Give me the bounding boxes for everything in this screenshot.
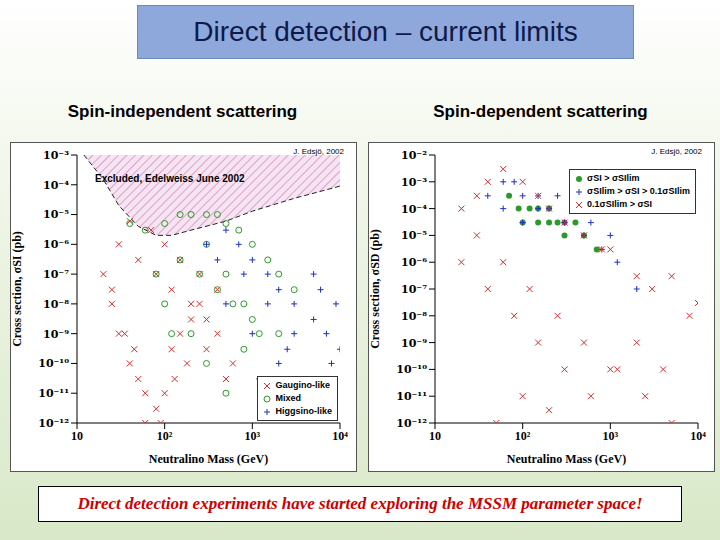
svg-text:10²: 10² [157,429,173,443]
html-text:Spin-independent scattering: Spin-independent scattering [67,102,298,121]
html-text:J. Edsjö, 2002: J. Edsjö, 2002 [651,147,702,156]
html-text:0.1σSIlim > σSI: 0.1σSIlim > σSI [587,199,653,209]
svg-text:10²: 10² [515,429,531,443]
svg-text:10⁻⁶: 10⁻⁶ [43,238,69,251]
svg-text:10³: 10³ [603,429,619,443]
svg-text:10⁻¹²: 10⁻¹² [38,417,69,430]
html-text:Higgsino-like: Higgsino-like [275,406,332,416]
svg-text:10⁻¹¹: 10⁻¹¹ [396,390,427,403]
svg-text:10⁻²: 10⁻² [401,149,427,162]
html-text:Direct detection experiments h: Direct detection experiments have starte… [77,494,643,513]
html-text:σSIlim > σSI > 0.1σSIlim: σSIlim > σSI > 0.1σSIlim [587,186,690,196]
svg-text:10⁻⁹: 10⁻⁹ [401,337,427,350]
svg-text:10⁻¹¹: 10⁻¹¹ [38,387,69,400]
svg-text:10⁻³: 10⁻³ [43,149,69,162]
svg-text:10⁻⁶: 10⁻⁶ [401,256,427,269]
svg-text:10⁻¹⁰: 10⁻¹⁰ [38,357,69,370]
html-text:Gaugino-like: Gaugino-like [275,380,330,390]
svg-text:10⁴: 10⁴ [332,429,348,443]
svg-text:10⁴: 10⁴ [690,429,706,443]
svg-text:10⁻¹⁰: 10⁻¹⁰ [396,363,427,376]
svg-text:Neutralino Mass (GeV): Neutralino Mass (GeV) [149,452,268,466]
svg-text:10⁻⁸: 10⁻⁸ [43,298,69,311]
svg-text:10⁻⁴: 10⁻⁴ [401,203,427,216]
html-text:J. Edsjö, 2002: J. Edsjö, 2002 [293,147,344,156]
svg-text:10⁻⁵: 10⁻⁵ [43,208,69,221]
svg-text:10⁻⁷: 10⁻⁷ [43,268,69,281]
svg-text:10⁻⁹: 10⁻⁹ [43,328,69,341]
svg-text:Neutralino Mass (GeV): Neutralino Mass (GeV) [507,452,626,466]
svg-text:10⁻¹²: 10⁻¹² [396,417,427,430]
svg-text:10⁻³: 10⁻³ [401,176,427,189]
html-text:σSI > σSIlim: σSI > σSIlim [587,173,640,183]
html-text:Direct detection – current lim: Direct detection – current limits [193,16,578,47]
svg-text:10⁻⁵: 10⁻⁵ [401,229,427,242]
html-text:Spin-dependent scattering: Spin-dependent scattering [433,102,648,121]
svg-text:10: 10 [429,429,441,443]
svg-text:10⁻⁸: 10⁻⁸ [401,310,427,323]
html-text:Excluded, Edelweiss June 2002: Excluded, Edelweiss June 2002 [95,173,245,184]
svg-text:Cross section, σSD (pb): Cross section, σSD (pb) [369,229,382,349]
svg-text:10³: 10³ [245,429,261,443]
svg-text:10: 10 [71,429,83,443]
svg-text:10⁻⁴: 10⁻⁴ [43,179,69,192]
svg-text:Cross section, σSI (pb): Cross section, σSI (pb) [11,231,24,347]
svg-text:10⁻⁷: 10⁻⁷ [401,283,427,296]
html-text:Mixed: Mixed [275,393,301,403]
